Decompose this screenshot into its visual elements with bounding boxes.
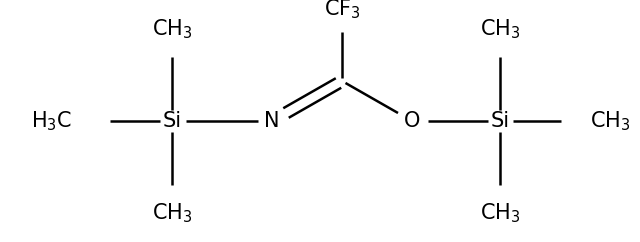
Text: CH$_3$: CH$_3$ bbox=[152, 17, 192, 41]
Text: CH$_3$: CH$_3$ bbox=[152, 201, 192, 225]
Text: N: N bbox=[264, 111, 280, 131]
Text: O: O bbox=[404, 111, 420, 131]
Text: CH$_3$: CH$_3$ bbox=[480, 201, 520, 225]
Text: Si: Si bbox=[163, 111, 182, 131]
Text: Si: Si bbox=[490, 111, 509, 131]
Text: CH$_3$: CH$_3$ bbox=[590, 109, 630, 133]
Text: CF$_3$: CF$_3$ bbox=[324, 0, 360, 21]
Text: H$_3$C: H$_3$C bbox=[31, 109, 72, 133]
Text: CH$_3$: CH$_3$ bbox=[480, 17, 520, 41]
